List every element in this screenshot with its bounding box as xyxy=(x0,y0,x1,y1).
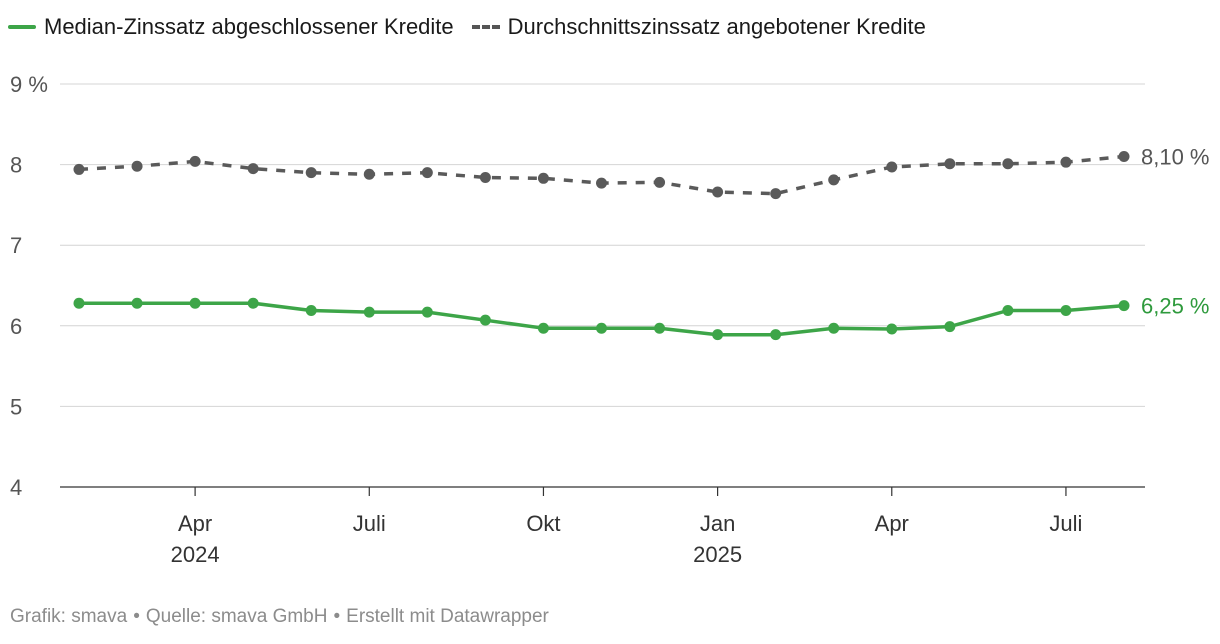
y-tick-label: 7 xyxy=(10,233,22,258)
data-point-median xyxy=(1060,304,1072,316)
data-point-durchschnitt xyxy=(537,172,549,184)
data-point-durchschnitt xyxy=(1002,158,1014,170)
x-tick-label: Apr xyxy=(178,511,212,536)
data-point-durchschnitt xyxy=(770,188,782,200)
x-tick-year-label: 2025 xyxy=(693,542,742,567)
legend-swatch-median xyxy=(8,25,36,29)
end-label-median: 6,25 % xyxy=(1141,294,1210,319)
legend-item-median: Median-Zinssatz abgeschlossener Kredite xyxy=(8,14,454,40)
data-point-median xyxy=(944,321,956,333)
y-tick-label: 4 xyxy=(10,475,22,500)
data-point-median xyxy=(654,322,666,334)
data-point-durchschnitt xyxy=(421,167,433,179)
gridlines xyxy=(60,83,1145,488)
legend-item-durchschnitt: Durchschnittszinssatz angebotener Kredit… xyxy=(471,14,926,40)
data-point-median xyxy=(886,323,898,335)
line-chart: 9 % 8 7 6 5 4 Apr 2024 Juli Okt Jan 2025 Apr Juli 8,… xyxy=(10,72,1210,567)
data-point-median xyxy=(479,314,491,326)
x-tick-label: Apr xyxy=(875,511,909,536)
footer-separator: • xyxy=(133,606,140,627)
end-labels: 8,10 % 6,25 % xyxy=(1141,145,1210,319)
data-point-median xyxy=(305,304,317,316)
x-tick-year-label: 2024 xyxy=(171,542,220,567)
data-point-durchschnitt xyxy=(73,163,85,175)
data-point-durchschnitt xyxy=(886,161,898,173)
data-point-median xyxy=(1002,304,1014,316)
end-label-durchschnitt: 8,10 % xyxy=(1141,145,1210,170)
data-point-durchschnitt xyxy=(596,177,607,189)
data-point-durchschnitt xyxy=(828,174,840,186)
x-axis-ticks: Apr 2024 Juli Okt Jan 2025 Apr Juli xyxy=(171,487,1082,567)
legend-label-durchschnitt: Durchschnittszinssatz angebotener Kredit… xyxy=(507,14,926,39)
series-lines xyxy=(73,151,1130,341)
x-tick-label: Juli xyxy=(1049,511,1082,536)
data-point-durchschnitt xyxy=(247,163,259,175)
data-point-median xyxy=(712,329,724,341)
legend-label-median: Median-Zinssatz abgeschlossener Kredite xyxy=(44,14,454,39)
data-point-median xyxy=(537,322,549,334)
chart-footer: Grafik: smava • Quelle: smava GmbH • Erstell… xyxy=(10,606,549,628)
data-point-durchschnitt xyxy=(305,167,317,179)
data-point-durchschnitt xyxy=(1118,151,1130,163)
data-point-durchschnitt xyxy=(189,155,201,167)
legend-swatch-durchschnitt xyxy=(471,25,500,29)
data-point-median xyxy=(131,297,143,309)
y-tick-label: 9 % xyxy=(10,72,48,97)
data-point-median xyxy=(596,322,607,334)
x-tick-label: Jan xyxy=(700,511,735,536)
x-tick-label: Okt xyxy=(526,511,560,536)
data-point-median xyxy=(189,297,201,309)
data-point-durchschnitt xyxy=(131,160,143,172)
data-point-durchschnitt xyxy=(363,168,375,180)
footer-grafik: Grafik: smava xyxy=(10,606,128,627)
data-point-median xyxy=(770,329,782,341)
data-point-median xyxy=(828,322,840,334)
data-point-durchschnitt xyxy=(479,171,491,183)
footer-quelle: Quelle: smava GmbH xyxy=(145,606,328,627)
data-point-median xyxy=(1118,300,1130,312)
data-point-durchschnitt xyxy=(944,158,956,170)
y-tick-label: 6 xyxy=(10,314,22,339)
y-tick-label: 5 xyxy=(10,394,22,419)
data-point-durchschnitt xyxy=(712,186,724,198)
chart-legend: Median-Zinssatz abgeschlossener Kredite … xyxy=(8,14,926,40)
footer-separator: • xyxy=(333,606,341,627)
data-point-median xyxy=(363,306,375,318)
data-point-median xyxy=(247,297,259,309)
data-point-median xyxy=(421,306,433,318)
y-tick-label: 8 xyxy=(10,153,22,178)
footer-erstellt: Erstellt mit Datawrapper xyxy=(346,606,549,627)
x-tick-label: Juli xyxy=(353,511,386,536)
y-axis-ticks: 9 % 8 7 6 5 4 xyxy=(10,72,48,500)
data-point-durchschnitt xyxy=(1060,156,1072,168)
data-point-durchschnitt xyxy=(654,176,666,188)
data-point-median xyxy=(73,297,85,309)
